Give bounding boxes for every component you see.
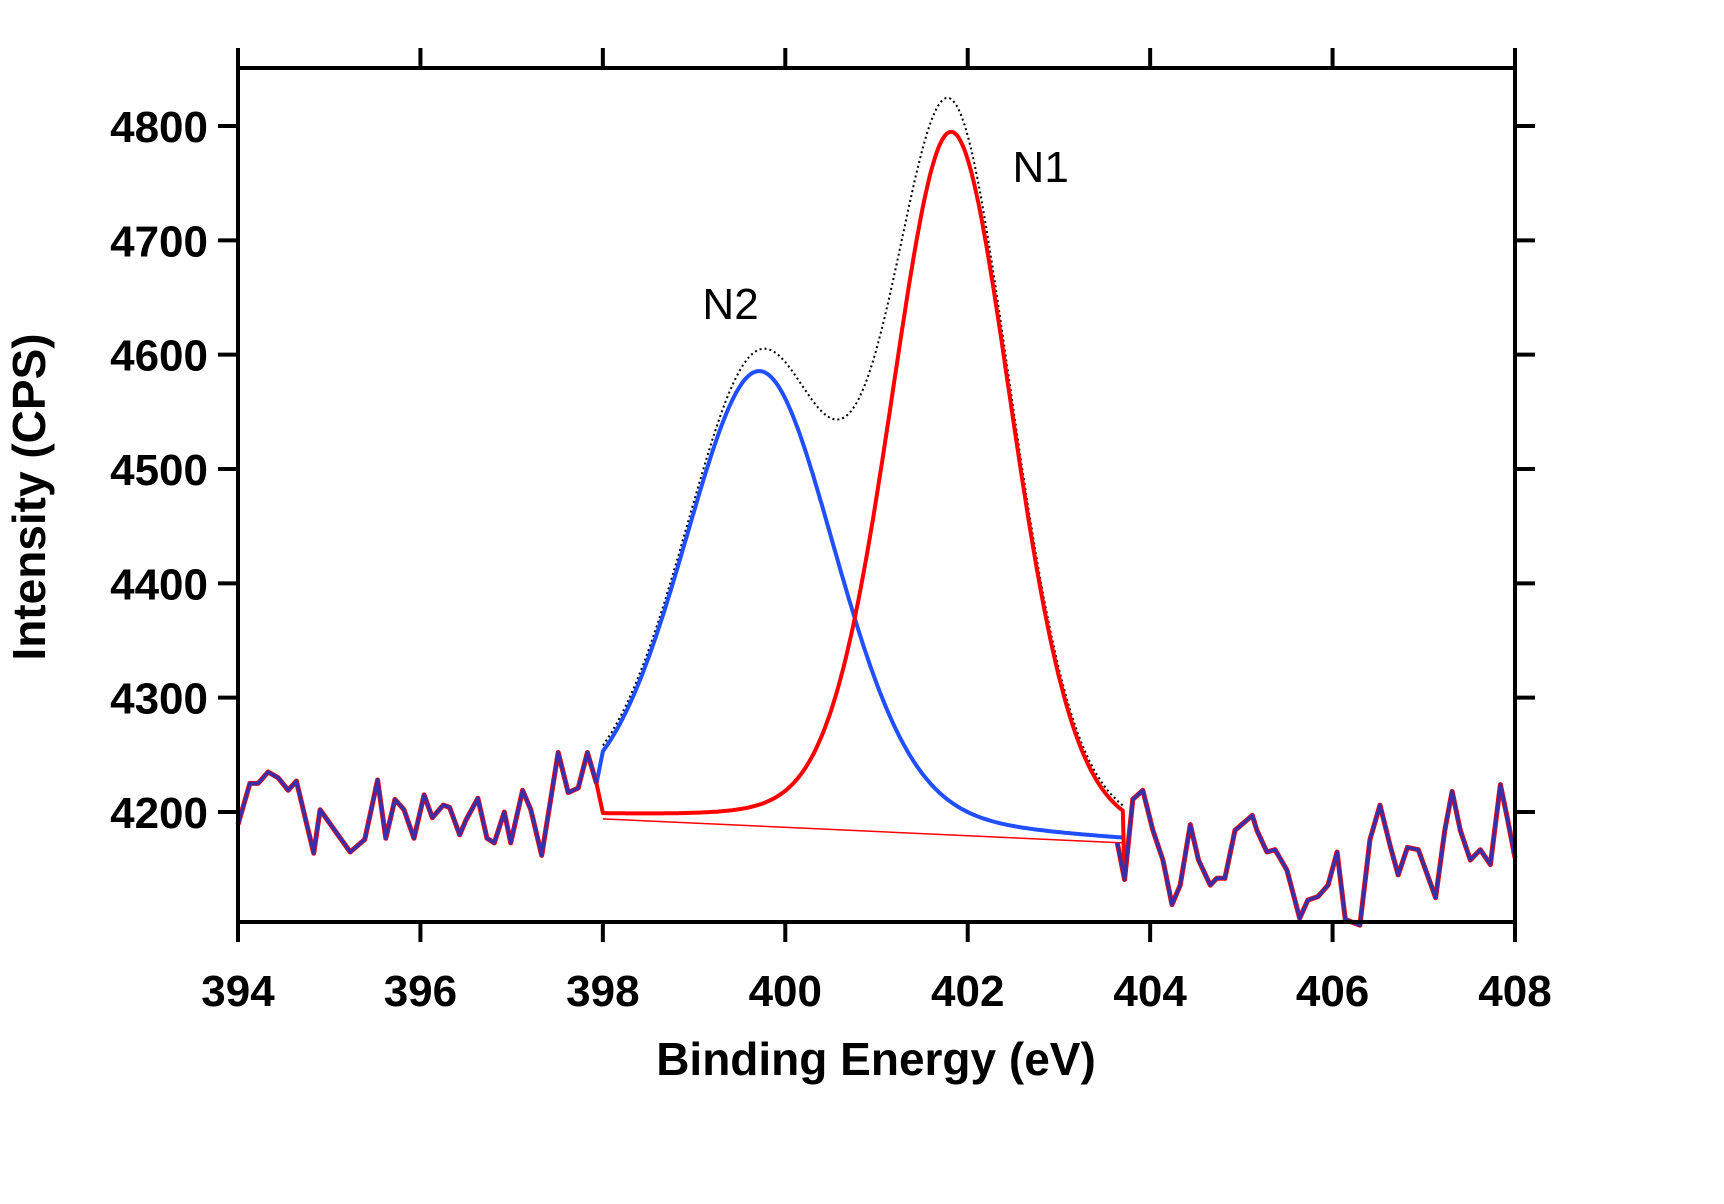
background-line [602, 818, 1123, 844]
y-tick-label: 4300 [110, 675, 208, 724]
y-tick-labels: 4200 4300 4400 4500 4600 4700 4800 [110, 103, 208, 838]
y-tick-label: 4700 [110, 217, 208, 266]
raw-data-left [236, 750, 599, 858]
n2-fit-curve [594, 369, 1124, 840]
n1-fit-curve [594, 129, 1127, 880]
x-tick-label: 406 [1296, 967, 1369, 1016]
y-tick-label: 4400 [110, 560, 208, 609]
axis-ticks [218, 48, 1535, 942]
x-tick-label: 400 [749, 967, 822, 1016]
y-tick-label: 4600 [110, 332, 208, 381]
x-tick-label: 396 [384, 967, 457, 1016]
x-tick-labels: 394 396 398 400 402 404 406 408 [201, 967, 1551, 1016]
y-tick-label: 4200 [110, 789, 208, 838]
raw-data-right [1115, 782, 1517, 927]
peak-label-n2: N2 [702, 280, 758, 329]
x-tick-label: 408 [1478, 967, 1551, 1016]
y-tick-label: 4800 [110, 103, 208, 152]
y-tick-label: 4500 [110, 446, 208, 495]
x-axis-title: Binding Energy (eV) [656, 1033, 1096, 1085]
x-tick-label: 398 [566, 967, 639, 1016]
x-tick-label: 394 [201, 967, 275, 1016]
x-tick-label: 404 [1113, 967, 1187, 1016]
plot-frame [236, 66, 1517, 924]
x-tick-label: 402 [931, 967, 1004, 1016]
envelope-curve [602, 96, 1124, 807]
y-axis-title: Intensity (CPS) [3, 333, 55, 660]
peak-label-n1: N1 [1013, 143, 1069, 192]
plot-curves [235, 96, 1518, 928]
